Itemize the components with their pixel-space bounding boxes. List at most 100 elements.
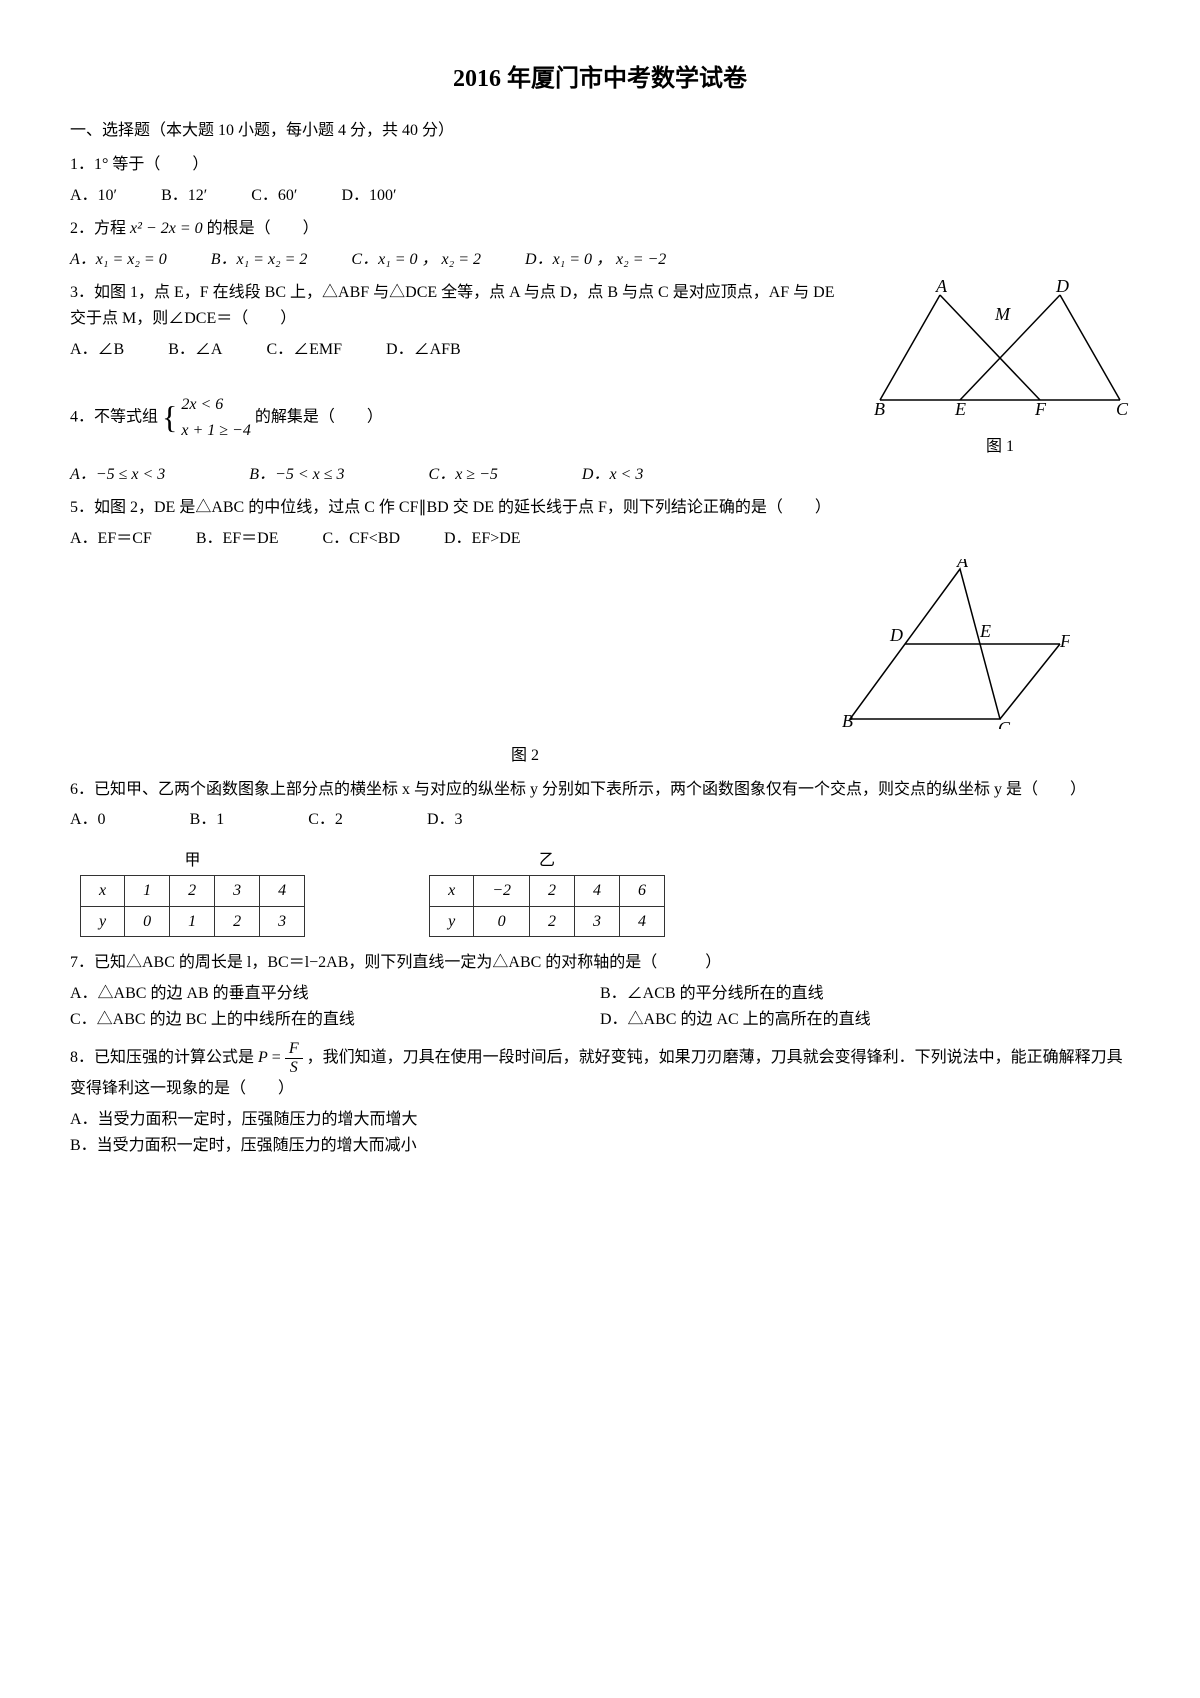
q4-optD: D．x < 3 bbox=[582, 462, 643, 488]
q7-optD: D．△ABC 的边 AC 上的高所在的直线 bbox=[600, 1007, 1130, 1033]
q1-optB: B．12′ bbox=[161, 183, 207, 209]
t2r2c2: 2 bbox=[530, 906, 575, 937]
svg-text:A: A bbox=[935, 280, 948, 296]
q4-options: A．−5 ≤ x < 3 B．−5 < x ≤ 3 C．x ≥ −5 D．x <… bbox=[70, 462, 1130, 488]
q4-optB: B．−5 < x ≤ 3 bbox=[249, 462, 344, 488]
q5-optC: C．CF<BD bbox=[323, 526, 401, 552]
q8-num: F bbox=[285, 1040, 303, 1059]
figure-1-caption: 图 1 bbox=[870, 434, 1130, 460]
q1-optC: C．60′ bbox=[251, 183, 297, 209]
q2-optB: B．x₁ = x₂ = 2 bbox=[211, 247, 308, 273]
q7-options: A．△ABC 的边 AB 的垂直平分线 B．∠ACB 的平分线所在的直线 C．△… bbox=[70, 981, 1130, 1032]
q2-options: A．x₁ = x₂ = 0 B．x₁ = x₂ = 2 C．x₁ = 0 ， x… bbox=[70, 247, 1130, 273]
q8-stem-pre: 8．已知压强的计算公式是 bbox=[70, 1049, 258, 1066]
q5-optB: B．EF＝DE bbox=[196, 526, 279, 552]
q4-line2: x + 1 ≥ −4 bbox=[181, 418, 250, 444]
t1r1c3: 3 bbox=[215, 876, 260, 907]
t1r2c4: 3 bbox=[260, 906, 305, 937]
t2r1c2: 2 bbox=[530, 876, 575, 907]
svg-text:C: C bbox=[1116, 399, 1129, 419]
q8-optA: A．当受力面积一定时，压强随压力的增大而增大 bbox=[70, 1107, 1130, 1133]
q8-den: S bbox=[285, 1059, 303, 1077]
q7-optA: A．△ABC 的边 AB 的垂直平分线 bbox=[70, 981, 600, 1007]
figure-2: A B C D E F 图 2 bbox=[70, 559, 1070, 768]
t1r2c0: y bbox=[81, 906, 125, 937]
svg-text:E: E bbox=[954, 399, 966, 419]
q2-math: x² − 2x = 0 bbox=[130, 220, 203, 237]
svg-text:D: D bbox=[1055, 280, 1069, 296]
q2-stem: 2．方程 x² − 2x = 0 的根是（ ） bbox=[70, 216, 1130, 242]
q6-table-1: 甲 x 1 2 3 4 y 0 1 2 3 bbox=[80, 846, 305, 938]
q4-optA: A．−5 ≤ x < 3 bbox=[70, 462, 165, 488]
q2-optC: C．x₁ = 0 ， x₂ = 2 bbox=[351, 247, 481, 273]
q1-optD: D．100′ bbox=[341, 183, 396, 209]
q7-optB: B．∠ACB 的平分线所在的直线 bbox=[600, 981, 1130, 1007]
t1r1c4: 4 bbox=[260, 876, 305, 907]
q2-optA: A．x₁ = x₂ = 0 bbox=[70, 247, 167, 273]
svg-text:A: A bbox=[956, 559, 969, 571]
svg-text:M: M bbox=[994, 304, 1011, 324]
q2-stem-post: 的根是（ ） bbox=[203, 220, 319, 237]
q8-optB: B．当受力面积一定时，压强随压力的增大而减小 bbox=[70, 1133, 1130, 1159]
t1r2c3: 2 bbox=[215, 906, 260, 937]
t2r1c0: x bbox=[430, 876, 474, 907]
q1-stem: 1．1° 等于（ ） bbox=[70, 152, 1130, 178]
q8-var: P bbox=[258, 1049, 268, 1066]
t2r1c4: 6 bbox=[620, 876, 665, 907]
q4-stem-post: 的解集是（ ） bbox=[255, 408, 383, 425]
t2r1c3: 4 bbox=[575, 876, 620, 907]
q1-optA: A．10′ bbox=[70, 183, 117, 209]
t1r2c1: 0 bbox=[125, 906, 170, 937]
t2r2c1: 0 bbox=[474, 906, 530, 937]
q6-t2-title: 乙 bbox=[430, 846, 665, 876]
svg-text:E: E bbox=[979, 621, 991, 641]
t2r2c4: 4 bbox=[620, 906, 665, 937]
t2r2c0: y bbox=[430, 906, 474, 937]
svg-text:B: B bbox=[874, 399, 885, 419]
q8-frac: F S bbox=[285, 1040, 303, 1076]
q7-optC: C．△ABC 的边 BC 上的中线所在的直线 bbox=[70, 1007, 600, 1033]
q8-options: A．当受力面积一定时，压强随压力的增大而增大 B．当受力面积一定时，压强随压力的… bbox=[70, 1107, 1130, 1158]
q5-stem: 5．如图 2，DE 是△ABC 的中位线，过点 C 作 CF∥BD 交 DE 的… bbox=[70, 495, 1130, 521]
q1-options: A．10′ B．12′ C．60′ D．100′ bbox=[70, 183, 1130, 209]
q3-optB: B．∠A bbox=[168, 337, 222, 363]
svg-text:F: F bbox=[1034, 399, 1047, 419]
svg-text:C: C bbox=[998, 718, 1011, 729]
t1r2c2: 1 bbox=[170, 906, 215, 937]
q3-optA: A．∠B bbox=[70, 337, 124, 363]
q4-optC: C．x ≥ −5 bbox=[429, 462, 498, 488]
figure-1: A D M B E F C 图 1 bbox=[870, 280, 1130, 459]
figure-2-caption: 图 2 bbox=[70, 743, 980, 769]
page-title: 2016 年厦门市中考数学试卷 bbox=[70, 60, 1130, 98]
svg-text:D: D bbox=[889, 625, 903, 645]
q5-optA: A．EF＝CF bbox=[70, 526, 152, 552]
q5-optD: D．EF>DE bbox=[444, 526, 521, 552]
t1r1c2: 2 bbox=[170, 876, 215, 907]
q2-stem-pre: 2．方程 bbox=[70, 220, 130, 237]
q6-t1-title: 甲 bbox=[81, 846, 305, 876]
svg-text:B: B bbox=[842, 711, 853, 729]
brace-icon: { bbox=[162, 399, 177, 435]
t2r1c1: −2 bbox=[474, 876, 530, 907]
q5-options: A．EF＝CF B．EF＝DE C．CF<BD D．EF>DE bbox=[70, 526, 1130, 552]
t1r1c0: x bbox=[81, 876, 125, 907]
figure-1-svg: A D M B E F C bbox=[870, 280, 1130, 420]
q4-stem-pre: 4．不等式组 bbox=[70, 408, 162, 425]
q4-system: 2x < 6 x + 1 ≥ −4 bbox=[181, 392, 250, 443]
t2r2c3: 3 bbox=[575, 906, 620, 937]
q3-optD: D．∠AFB bbox=[386, 337, 461, 363]
q6-table-2: 乙 x −2 2 4 6 y 0 2 3 4 bbox=[429, 846, 665, 938]
q6-tables: 甲 x 1 2 3 4 y 0 1 2 3 乙 x −2 2 4 6 y 0 2 bbox=[70, 841, 1130, 943]
figure-2-svg: A B C D E F bbox=[840, 559, 1070, 729]
q4-line1: 2x < 6 bbox=[181, 392, 250, 418]
q6-optA: A．0 bbox=[70, 807, 106, 833]
q6-optD: D．3 bbox=[427, 807, 463, 833]
q6-stem: 6．已知甲、乙两个函数图象上部分点的横坐标 x 与对应的纵坐标 y 分别如下表所… bbox=[70, 777, 1130, 803]
section-header: 一、选择题（本大题 10 小题，每小题 4 分，共 40 分） bbox=[70, 118, 1130, 144]
q6-options: A．0 B．1 C．2 D．3 bbox=[70, 807, 1130, 833]
q6-optC: C．2 bbox=[308, 807, 343, 833]
svg-text:F: F bbox=[1059, 631, 1070, 651]
q7-stem: 7．已知△ABC 的周长是 l，BC＝l−2AB，则下列直线一定为△ABC 的对… bbox=[70, 950, 1130, 976]
q3-optC: C．∠EMF bbox=[266, 337, 342, 363]
q8-stem: 8．已知压强的计算公式是 P = F S ，我们知道，刀具在使用一段时间后，就好… bbox=[70, 1040, 1130, 1102]
